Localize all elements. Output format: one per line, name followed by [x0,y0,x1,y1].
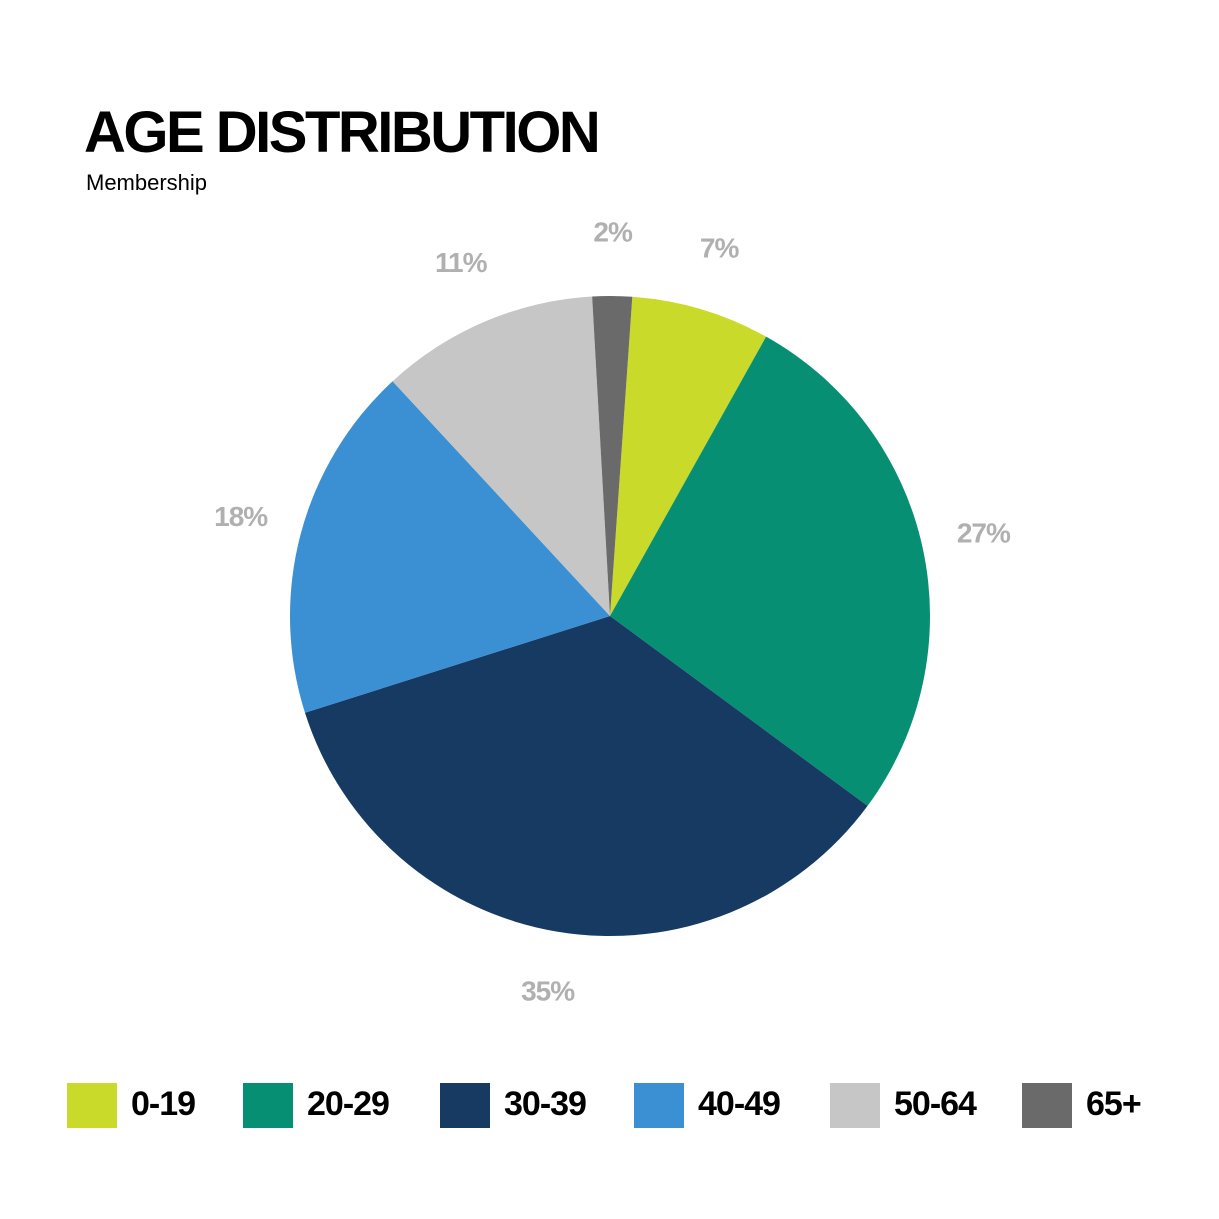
pie-slice [304,616,868,937]
legend-swatch [67,1083,117,1128]
data-label: 18% [214,501,268,532]
chart-subtitle: Membership [86,170,207,195]
legend-label: 30-39 [504,1085,586,1123]
legend-label: 50-64 [894,1085,977,1123]
pie-slice [290,381,610,713]
legend-label: 40-49 [698,1085,780,1123]
legend-swatch [243,1083,293,1128]
chart-title: AGE DISTRIBUTION [84,100,598,165]
pie-slice [610,296,767,616]
legend-label: 65+ [1086,1085,1141,1123]
data-label: 7% [700,232,740,263]
legend-label: 20-29 [307,1085,389,1123]
pie-slice [592,296,633,616]
pie-slice [610,336,931,806]
data-label: 2% [593,216,633,247]
legend-swatch [440,1083,490,1128]
pie-slice [392,296,610,616]
legend-swatch [830,1083,880,1128]
legend-swatch [1022,1083,1072,1128]
data-label: 27% [957,518,1011,549]
legend-swatch [634,1083,684,1128]
data-label: 11% [435,247,488,278]
legend-label: 0-19 [131,1085,195,1123]
data-label: 35% [521,975,575,1006]
